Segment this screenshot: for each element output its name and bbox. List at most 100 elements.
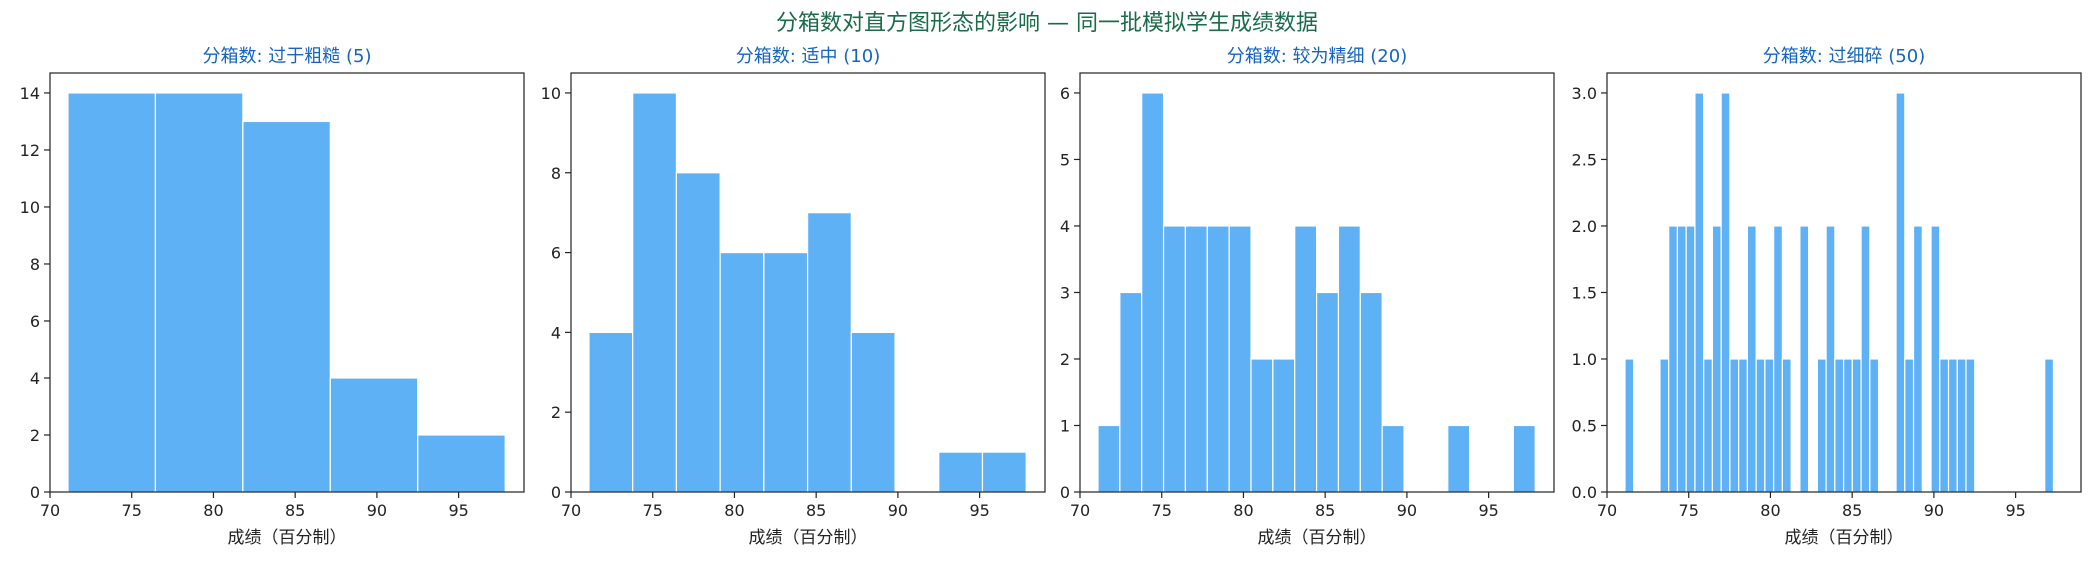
histogram-bar (1904, 358, 1915, 493)
y-tick-label: 2 (551, 403, 561, 422)
y-tick-label: 4 (1060, 217, 1070, 236)
histogram-bar (1294, 225, 1318, 493)
panel-title: 分箱数: 过于粗糙 (5) (202, 46, 371, 67)
histogram-bar (1097, 424, 1121, 493)
histogram-bar (1912, 225, 1923, 493)
histogram-bar (1337, 225, 1361, 493)
histogram-bar (1162, 225, 1187, 493)
histogram-panel-bins-5: 分箱数: 过于粗糙 (5) 成绩（百分制） 70 75 80 85 90 95 0 2 4 6 8 1… (20, 46, 525, 548)
y-tick-label: 8 (30, 255, 40, 274)
histogram-bar (154, 92, 244, 493)
y-tick-label: 1.5 (1572, 283, 1597, 302)
x-tick-label: 85 (1842, 501, 1862, 520)
histogram-bar (1965, 358, 1976, 493)
x-tick-label: 90 (1397, 501, 1417, 520)
histogram-bar (1764, 358, 1775, 493)
x-tick-label: 75 (643, 501, 663, 520)
histogram-panel-bins-50: 分箱数: 过细碎 (50) 成绩（百分制） 70 75 80 85 90 95 0.0 0.5… (1572, 46, 2082, 548)
x-tick-label: 85 (806, 501, 826, 520)
histogram-bar (1825, 225, 1836, 493)
bars (1624, 92, 2055, 493)
histogram-bar (1781, 358, 1792, 493)
histogram-panel-bins-20: 分箱数: 较为精细 (20) 成绩（百分制） 70 75 80 85 90 95 0 1 2 3 4… (1060, 46, 1555, 548)
histogram-bar (1447, 424, 1471, 493)
plot-frame (570, 72, 1046, 493)
histogram-bar (1272, 358, 1296, 493)
histogram-bar (1895, 92, 1906, 493)
y-tick-label: 14 (20, 84, 40, 103)
histogram-bar (1869, 358, 1880, 493)
histogram-bar (719, 251, 765, 493)
x-tick-label: 95 (448, 501, 468, 520)
x-tick-label: 80 (1760, 501, 1780, 520)
y-tick-label: 1.0 (1572, 350, 1597, 369)
x-tick-label: 80 (203, 501, 223, 520)
y-tick-label: 2 (1060, 350, 1070, 369)
histogram-bar (632, 92, 678, 493)
histogram-bar (850, 331, 896, 493)
y-tick-label: 6 (1060, 84, 1070, 103)
bars (588, 92, 1027, 493)
histogram-bar (1624, 358, 1635, 493)
histogram-bar (242, 120, 331, 493)
y-tick-label: 2.0 (1572, 217, 1597, 236)
y-tick-label: 4 (551, 323, 561, 342)
plot-frame (49, 72, 525, 493)
x-tick-label: 70 (1597, 501, 1617, 520)
y-tick-label: 0.0 (1572, 483, 1597, 502)
histogram-bar (1512, 424, 1536, 493)
x-tick-label: 80 (724, 501, 744, 520)
panel-title: 分箱数: 过细碎 (50) (1763, 46, 1925, 67)
histogram-bar (1711, 225, 1722, 493)
histogram-bar (763, 251, 809, 493)
histogram-bar (1755, 358, 1766, 493)
histogram-bar (1184, 225, 1208, 493)
plot-frame (1606, 72, 2082, 493)
x-tick-label: 75 (1152, 501, 1172, 520)
x-axis-label: 成绩（百分制） (1258, 528, 1377, 548)
y-tick-label: 3.0 (1572, 84, 1597, 103)
histogram-bar (1703, 358, 1714, 493)
y-tick-label: 1 (1060, 416, 1070, 435)
histogram-panel-bins-10: 分箱数: 适中 (10) 成绩（百分制） 70 75 80 85 90 95 0 2 4 6 8 10 (541, 46, 1046, 548)
histogram-bar (1141, 92, 1165, 493)
y-tick-label: 8 (551, 164, 561, 183)
x-tick-label: 95 (969, 501, 989, 520)
histogram-bar (1359, 291, 1383, 493)
histogram-bar (1250, 358, 1274, 493)
histogram-bar (1685, 225, 1696, 493)
bars (1097, 92, 1536, 493)
plot-frame (1079, 72, 1555, 493)
histogram-bar (329, 377, 419, 493)
x-tick-label: 70 (1070, 501, 1090, 520)
y-tick-label: 0 (551, 483, 561, 502)
y-tick-label: 2.5 (1572, 150, 1597, 169)
y-tick-label: 10 (20, 198, 40, 217)
y-tick-label: 3 (1060, 283, 1070, 302)
y-tick-label: 2 (30, 426, 40, 445)
histogram-bar (1851, 358, 1862, 493)
x-axis-label: 成绩（百分制） (1785, 528, 1904, 548)
histogram-bar (1746, 225, 1757, 493)
histogram-bar (938, 451, 984, 493)
x-tick-label: 70 (561, 501, 581, 520)
x-tick-label: 70 (40, 501, 60, 520)
histogram-bar (1381, 424, 1405, 493)
histogram-bar (981, 451, 1027, 493)
y-tick-label: 12 (20, 141, 40, 160)
histogram-bar (1834, 358, 1845, 493)
histogram-bar (417, 434, 506, 493)
bars (67, 92, 506, 493)
x-tick-label: 85 (1315, 501, 1335, 520)
panel-title: 分箱数: 较为精细 (20) (1227, 46, 1407, 67)
histogram-bar (806, 212, 852, 493)
histogram-bar (1694, 92, 1705, 493)
histogram-bar (1659, 358, 1670, 493)
histogram-bar (2044, 358, 2055, 493)
y-tick-label: 0 (1060, 483, 1070, 502)
x-tick-label: 75 (122, 501, 142, 520)
histogram-bar (1119, 291, 1143, 493)
histogram-bar (1228, 225, 1252, 493)
y-tick-label: 4 (30, 369, 40, 388)
x-tick-label: 95 (2005, 501, 2025, 520)
